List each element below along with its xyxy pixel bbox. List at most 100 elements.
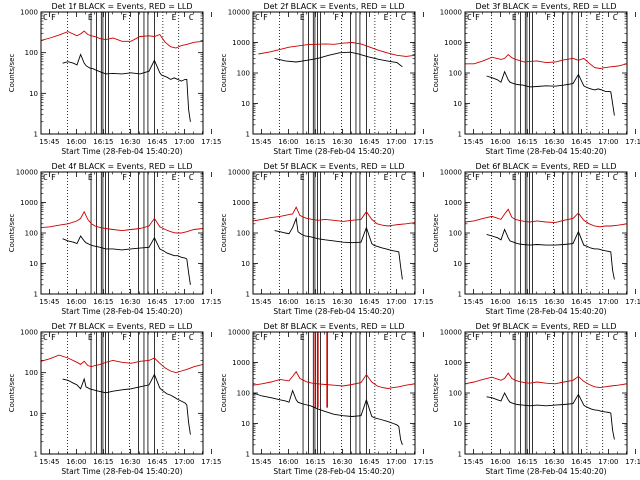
marker-e: E	[172, 173, 177, 182]
marker-e: E	[384, 173, 389, 182]
x-tick-label: 16:00	[278, 458, 298, 466]
x-tick-label: 17:00	[598, 298, 618, 306]
chart-title: Det 7f BLACK = Events, RED = LLD	[51, 322, 192, 331]
x-tick-label: 16:15	[93, 138, 113, 146]
y-tick-label: 100	[449, 390, 462, 398]
marker-f: F	[546, 13, 551, 22]
x-tick-label: 16:30	[332, 458, 352, 466]
x-tick-label: 16:00	[66, 458, 86, 466]
y-axis-label: Counts/sec	[432, 214, 440, 253]
marker-c: C	[189, 333, 194, 342]
lld-series-line	[252, 370, 416, 389]
y-axis-label: Counts/sec	[432, 54, 440, 93]
lld-series-line	[464, 208, 628, 228]
y-tick-label: 1	[34, 131, 38, 139]
x-tick-label: 16:45	[147, 138, 167, 146]
x-tick-label: 16:30	[544, 138, 564, 146]
marker-f: F	[334, 333, 339, 342]
y-tick-label: 1	[34, 291, 38, 299]
lld-series-line	[252, 206, 416, 227]
y-tick-label: 100	[237, 390, 250, 398]
marker-f: F	[263, 333, 268, 342]
marker-f: F	[122, 13, 127, 22]
y-axis-label: Counts/sec	[8, 374, 16, 413]
marker-f: F	[546, 333, 551, 342]
x-tick-label: 16:00	[490, 138, 510, 146]
marker-c: C	[467, 173, 472, 182]
marker-c: C	[189, 13, 194, 22]
marker-f: F	[546, 173, 551, 182]
chart-title: Det 5f BLACK = Events, RED = LLD	[263, 162, 404, 171]
y-tick-label: 1	[246, 131, 250, 139]
y-tick-label: 10	[453, 100, 462, 108]
x-tick-label: 17:00	[174, 458, 194, 466]
y-tick-label: 10000	[228, 169, 250, 177]
chart-panel-5: Det 5f BLACK = Events, RED = LLD Counts/s…	[220, 162, 433, 316]
events-series-line	[62, 373, 191, 435]
x-tick-label: 15:45	[251, 458, 271, 466]
chart-panel-7: Det 7f BLACK = Events, RED = LLD Counts/s…	[8, 322, 221, 476]
x-tick-label: 17:00	[386, 138, 406, 146]
x-tick-label: 17:15	[201, 298, 221, 306]
x-tick-label: 17:00	[174, 138, 194, 146]
marker-e: E	[512, 13, 517, 22]
marker-e: E	[300, 13, 305, 22]
x-tick-label: 16:30	[544, 458, 564, 466]
marker-f: F	[475, 173, 480, 182]
lld-series-line	[258, 42, 416, 57]
y-tick-label: 10000	[228, 9, 250, 17]
y-axis-label: Counts/sec	[220, 54, 228, 93]
x-tick-label: 16:15	[517, 298, 537, 306]
x-axis-label: Start Time (28-Feb-04 15:40:20)	[273, 467, 394, 476]
marker-e: E	[172, 13, 177, 22]
y-axis-label: Counts/sec	[8, 54, 16, 93]
x-tick-label: 16:30	[332, 138, 352, 146]
marker-e: E	[512, 173, 517, 182]
x-tick-label: 16:00	[66, 298, 86, 306]
x-tick-label: 15:45	[39, 458, 59, 466]
marker-f: F	[263, 13, 268, 22]
x-tick-label: 16:00	[278, 138, 298, 146]
y-tick-label: 1000	[20, 9, 38, 17]
x-tick-label: 16:15	[305, 458, 325, 466]
events-series-line	[274, 51, 403, 68]
x-tick-label: 17:00	[174, 298, 194, 306]
marker-c: C	[189, 173, 194, 182]
y-tick-label: 10000	[440, 169, 462, 177]
marker-e: E	[88, 13, 93, 22]
y-tick-label: 10	[29, 260, 38, 268]
y-tick-label: 1000	[232, 359, 250, 367]
marker-c: C	[613, 333, 618, 342]
marker-e: E	[596, 13, 601, 22]
x-axis-label: Start Time (28-Feb-04 15:40:20)	[61, 307, 182, 316]
x-tick-label: 17:00	[386, 298, 406, 306]
events-series-line	[274, 216, 403, 280]
x-tick-label: 15:45	[463, 138, 483, 146]
x-tick-label: 16:00	[490, 458, 510, 466]
marker-c: C	[43, 173, 48, 182]
y-tick-label: 10	[241, 420, 250, 428]
marker-c: C	[401, 13, 406, 22]
y-tick-label: 1000	[20, 199, 38, 207]
x-tick-label: 16:30	[544, 298, 564, 306]
marker-e: E	[512, 333, 517, 342]
y-tick-label: 10	[29, 410, 38, 418]
marker-f: F	[475, 333, 480, 342]
x-axis-label: Start Time (28-Feb-04 15:40:20)	[61, 147, 182, 156]
chart-panel-9: Det 9f BLACK = Events, RED = LLD Counts/s…	[432, 322, 640, 476]
chart-title: Det 1f BLACK = Events, RED = LLD	[51, 2, 192, 11]
lld-series-line	[40, 354, 204, 374]
chart-panel-1: Det 1f BLACK = Events, RED = LLD Counts/s…	[8, 2, 221, 156]
x-tick-label: 15:45	[463, 458, 483, 466]
x-tick-label: 16:30	[120, 458, 140, 466]
events-series-line	[252, 389, 403, 445]
plot-frame	[464, 171, 628, 295]
y-tick-label: 1	[458, 291, 462, 299]
chart-panel-4: Det 4f BLACK = Events, RED = LLD Counts/s…	[8, 162, 221, 316]
x-axis-label: Start Time (28-Feb-04 15:40:20)	[485, 467, 606, 476]
y-tick-label: 100	[25, 369, 38, 377]
x-tick-label: 16:45	[147, 458, 167, 466]
chart-panel-2: Det 2f BLACK = Events, RED = LLD Counts/s…	[220, 2, 433, 156]
marker-c: C	[255, 333, 260, 342]
